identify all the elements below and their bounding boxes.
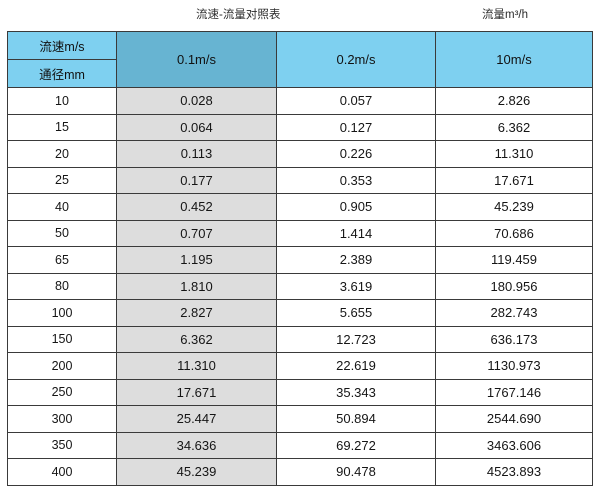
cell-diameter: 10 (7, 87, 117, 115)
cell-flow-0_1ms: 0.028 (116, 87, 277, 115)
cell-diameter: 200 (7, 352, 117, 380)
cell-flow-0_2ms: 69.272 (276, 431, 436, 459)
cell-flow-10ms: 636.173 (435, 325, 593, 353)
table-row: 50 0.707 1.414 70.686 (7, 219, 593, 247)
cell-flow-0_1ms: 0.452 (116, 193, 277, 221)
cell-flow-0_1ms: 34.636 (116, 431, 277, 459)
cell-flow-0_2ms: 35.343 (276, 378, 436, 406)
cell-diameter: 15 (7, 113, 117, 141)
cell-flow-0_2ms: 0.127 (276, 113, 436, 141)
cell-diameter: 150 (7, 325, 117, 353)
cell-flow-0_1ms: 11.310 (116, 352, 277, 380)
cell-diameter: 25 (7, 166, 117, 194)
cell-diameter: 100 (7, 299, 117, 327)
cell-diameter: 350 (7, 431, 117, 459)
table-row: 15 0.064 0.127 6.362 (7, 113, 593, 141)
table-row: 10 0.028 0.057 2.826 (7, 87, 593, 115)
cell-flow-10ms: 1130.973 (435, 352, 593, 380)
flow-table-wrapper: 流速m/s 0.1m/s 0.2m/s 10m/s 通径mm 10 0.028 0.… (7, 31, 593, 486)
cell-flow-0_2ms: 3.619 (276, 272, 436, 300)
column-header-0: 0.1m/s (116, 31, 277, 88)
cell-flow-0_1ms: 25.447 (116, 405, 277, 433)
cell-flow-10ms: 2.826 (435, 87, 593, 115)
cell-flow-0_1ms: 17.671 (116, 378, 277, 406)
cell-flow-10ms: 6.362 (435, 113, 593, 141)
cell-flow-10ms: 3463.606 (435, 431, 593, 459)
cell-diameter: 400 (7, 458, 117, 486)
cell-flow-0_1ms: 0.113 (116, 140, 277, 168)
table-row: 250 17.671 35.343 1767.146 (7, 378, 593, 406)
flow-unit-label: 流量m³/h (482, 9, 528, 21)
corner-header-velocity-label: 流速m/s (7, 31, 117, 60)
cell-flow-0_1ms: 0.064 (116, 113, 277, 141)
flow-conversion-table: 流速m/s 0.1m/s 0.2m/s 10m/s 通径mm 10 0.028 0.… (7, 31, 593, 486)
table-row: 300 25.447 50.894 2544.690 (7, 405, 593, 433)
cell-flow-0_2ms: 5.655 (276, 299, 436, 327)
table-row: 200 11.310 22.619 1130.973 (7, 352, 593, 380)
cell-flow-10ms: 11.310 (435, 140, 593, 168)
cell-flow-10ms: 17.671 (435, 166, 593, 194)
cell-flow-0_1ms: 45.239 (116, 458, 277, 486)
cell-flow-0_2ms: 50.894 (276, 405, 436, 433)
cell-flow-10ms: 70.686 (435, 219, 593, 247)
cell-diameter: 80 (7, 272, 117, 300)
header-row-bottom: 通径mm (7, 59, 593, 88)
page-title: 流速-流量对照表 (196, 9, 281, 21)
cell-flow-0_2ms: 0.226 (276, 140, 436, 168)
cell-flow-0_2ms: 0.057 (276, 87, 436, 115)
cell-diameter: 300 (7, 405, 117, 433)
cell-diameter: 65 (7, 246, 117, 274)
cell-flow-0_1ms: 1.810 (116, 272, 277, 300)
cell-diameter: 40 (7, 193, 117, 221)
cell-flow-0_1ms: 6.362 (116, 325, 277, 353)
table-row: 350 34.636 69.272 3463.606 (7, 431, 593, 459)
cell-flow-0_2ms: 1.414 (276, 219, 436, 247)
cell-flow-10ms: 180.956 (435, 272, 593, 300)
column-header-1: 0.2m/s (276, 31, 436, 88)
cell-flow-0_2ms: 0.353 (276, 166, 436, 194)
caption-row: 流速-流量对照表 流量m³/h (0, 0, 600, 30)
table-row: 400 45.239 90.478 4523.893 (7, 458, 593, 486)
header-row-top: 流速m/s 0.1m/s 0.2m/s 10m/s (7, 31, 593, 88)
table-row: 25 0.177 0.353 17.671 (7, 166, 593, 194)
cell-diameter: 250 (7, 378, 117, 406)
cell-flow-0_2ms: 12.723 (276, 325, 436, 353)
cell-flow-10ms: 282.743 (435, 299, 593, 327)
cell-flow-10ms: 1767.146 (435, 378, 593, 406)
table-row: 80 1.810 3.619 180.956 (7, 272, 593, 300)
cell-flow-0_1ms: 0.177 (116, 166, 277, 194)
cell-flow-10ms: 4523.893 (435, 458, 593, 486)
cell-flow-0_2ms: 0.905 (276, 193, 436, 221)
cell-flow-0_1ms: 1.195 (116, 246, 277, 274)
table-row: 40 0.452 0.905 45.239 (7, 193, 593, 221)
cell-flow-10ms: 119.459 (435, 246, 593, 274)
table-row: 65 1.195 2.389 119.459 (7, 246, 593, 274)
table-row: 100 2.827 5.655 282.743 (7, 299, 593, 327)
cell-flow-0_1ms: 2.827 (116, 299, 277, 327)
table-row: 150 6.362 12.723 636.173 (7, 325, 593, 353)
table-row: 20 0.113 0.226 11.310 (7, 140, 593, 168)
table-header: 流速m/s 0.1m/s 0.2m/s 10m/s 通径mm (7, 31, 593, 88)
cell-flow-0_2ms: 22.619 (276, 352, 436, 380)
cell-flow-10ms: 2544.690 (435, 405, 593, 433)
cell-flow-0_2ms: 90.478 (276, 458, 436, 486)
corner-header-diameter-label: 通径mm (7, 59, 117, 88)
cell-flow-0_1ms: 0.707 (116, 219, 277, 247)
column-header-2: 10m/s (435, 31, 593, 88)
cell-flow-10ms: 45.239 (435, 193, 593, 221)
cell-flow-0_2ms: 2.389 (276, 246, 436, 274)
cell-diameter: 50 (7, 219, 117, 247)
table-body: 10 0.028 0.057 2.826 15 0.064 0.127 6.362 20 0.11… (7, 87, 593, 486)
cell-diameter: 20 (7, 140, 117, 168)
